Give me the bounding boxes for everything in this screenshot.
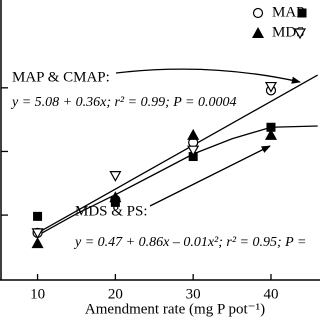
- point: [266, 122, 276, 132]
- point: [109, 191, 122, 203]
- fit-equation: y = 5.08 + 0.36x; r² = 0.99; P = 0.0004: [10, 95, 237, 110]
- point: [187, 145, 200, 157]
- point: [264, 81, 278, 93]
- fit-equation: y = 0.47 + 0.86x – 0.01x²; r² = 0.95; P …: [73, 235, 306, 250]
- x-axis-label: Amendment rate (mg P pot⁻¹): [85, 301, 265, 317]
- x-tick-label: 40: [263, 286, 278, 302]
- fit-line: [37, 74, 318, 234]
- legend-marker: [297, 8, 307, 18]
- x-tick-label: 20: [108, 286, 123, 302]
- point: [110, 197, 120, 207]
- fit-label: MAP & CMAP:: [12, 69, 110, 85]
- fit-line: [37, 125, 318, 237]
- legend-marker: [293, 28, 307, 40]
- point: [109, 171, 122, 182]
- legend-marker: [252, 27, 264, 38]
- point: [187, 128, 200, 140]
- x-tick-label: 10: [30, 286, 45, 302]
- point: [31, 237, 44, 249]
- point: [188, 152, 198, 162]
- point: [31, 228, 44, 240]
- annotation-arrow: [149, 145, 271, 207]
- fit-label: MDS & PS:: [75, 203, 148, 219]
- point: [33, 211, 43, 221]
- legend-marker: [252, 7, 264, 19]
- point: [264, 128, 277, 140]
- x-tick-label: 30: [186, 286, 201, 302]
- annotation-arrow: [115, 68, 301, 84]
- legend-label: MAP: [272, 4, 305, 20]
